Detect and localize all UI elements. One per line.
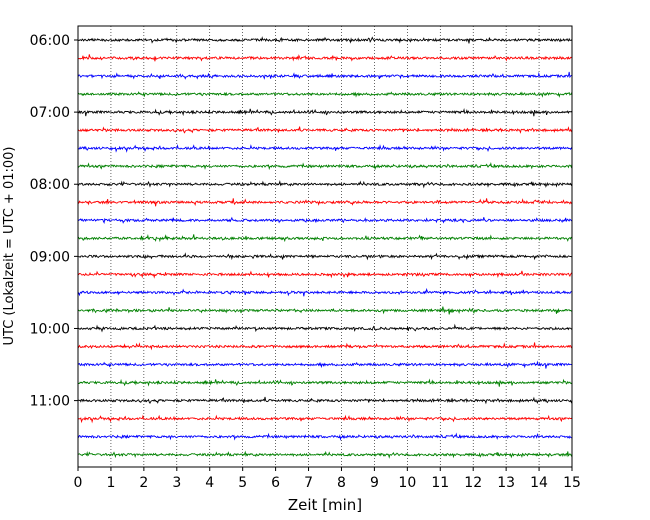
x-tick-label-1: 1 [106, 475, 115, 491]
x-tick-label-13: 13 [497, 475, 515, 491]
trace-row-3 [77, 91, 573, 98]
trace-row-2 [77, 71, 573, 80]
trace-row-13 [77, 270, 573, 279]
x-tick-label-6: 6 [271, 475, 280, 491]
trace-row-10 [77, 216, 573, 224]
trace-row-11 [77, 233, 573, 243]
plot-background [78, 26, 572, 467]
x-tick-label-8: 8 [337, 475, 346, 491]
trace-row-14 [77, 287, 573, 297]
x-tick-label-2: 2 [139, 475, 148, 491]
trace-row-16 [77, 323, 573, 333]
x-tick-label-7: 7 [304, 475, 313, 491]
trace-row-23 [77, 450, 573, 459]
trace-row-0 [77, 36, 573, 44]
y-tick-label-5: 11:00 [30, 394, 70, 410]
x-tick-label-5: 5 [238, 475, 247, 491]
y-tick-label-0: 06:00 [30, 33, 70, 49]
x-tick-label-4: 4 [205, 475, 214, 491]
trace-row-21 [77, 414, 573, 424]
x-tick-label-14: 14 [530, 475, 548, 491]
y-tick-label-2: 08:00 [30, 177, 70, 193]
x-tick-label-0: 0 [74, 475, 83, 491]
trace-row-20 [77, 396, 573, 405]
x-axis-label: Zeit [min] [288, 496, 362, 514]
trace-row-19 [77, 378, 573, 387]
y-tick-label-1: 07:00 [30, 105, 70, 121]
seismogram-traces [77, 36, 573, 459]
y-tick-label-3: 09:00 [30, 249, 70, 265]
trace-row-18 [77, 360, 573, 369]
trace-row-12 [77, 252, 573, 261]
trace-row-8 [77, 179, 573, 189]
x-tick-label-10: 10 [398, 475, 416, 491]
x-axis-ticks: 0 1 2 3 4 5 6 7 8 9 10 11 12 13 14 15 [74, 467, 581, 491]
trace-row-1 [77, 54, 573, 62]
y-tick-label-4: 10:00 [30, 321, 70, 337]
x-tick-label-3: 3 [172, 475, 181, 491]
trace-row-15 [77, 306, 573, 315]
x-tick-label-15: 15 [563, 475, 581, 491]
trace-row-7 [77, 162, 573, 171]
trace-row-17 [77, 342, 573, 351]
y-axis-ticks: 06:00 07:00 08:00 09:00 10:00 11:00 [30, 33, 78, 410]
plot-frame [77, 25, 573, 468]
x-tick-label-12: 12 [464, 475, 482, 491]
trace-row-9 [77, 198, 573, 207]
x-tick-label-11: 11 [431, 475, 449, 491]
y-axis-label: UTC (Lokalzeit = UTC + 01:00) [2, 147, 17, 346]
trace-row-6 [77, 144, 573, 153]
trace-row-4 [77, 107, 573, 117]
trace-row-5 [77, 126, 573, 134]
x-tick-label-9: 9 [370, 475, 379, 491]
trace-row-22 [77, 432, 573, 441]
